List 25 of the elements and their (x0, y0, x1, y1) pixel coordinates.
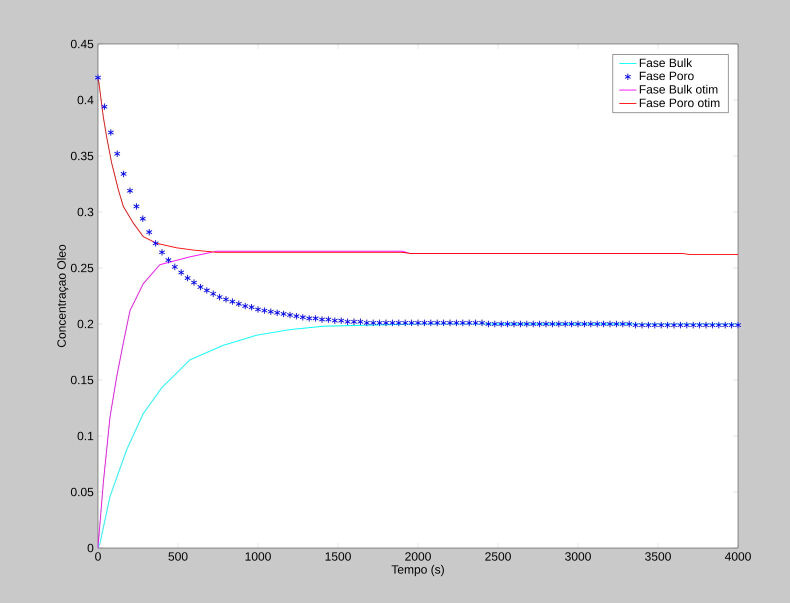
legend-label: Fase Poro (640, 72, 694, 80)
y-tick-label: 0.25 (70, 264, 94, 272)
y-tick-label: 0.05 (70, 488, 94, 496)
y-tick-label: 0.45 (70, 40, 94, 48)
x-tick-label: 500 (168, 552, 188, 561)
y-tick-label: 0.3 (78, 208, 94, 216)
x-tick-label: 1000 (246, 552, 271, 561)
y-tick-label: 0.1 (78, 432, 94, 440)
y-tick-label: 0.35 (70, 152, 94, 160)
x-tick-label: 1500 (326, 552, 351, 561)
x-tick-label: 3000 (565, 552, 591, 561)
legend-label: Fase Bulk otim (640, 84, 718, 94)
x-tick-label: 4000 (724, 552, 751, 561)
y-tick-label: 0 (88, 544, 94, 552)
x-tick-label: 2000 (405, 552, 431, 561)
x-tick-label: 0 (95, 552, 101, 561)
legend-label: Fase Bulk (640, 58, 692, 68)
legend-label: Fase Poro otim (640, 98, 720, 108)
y-tick-label: 0.15 (70, 376, 94, 384)
y-axis-title: Concentraçao Oleo (57, 244, 68, 348)
x-tick-label: 2500 (485, 552, 511, 561)
y-tick-label: 0.2 (78, 320, 94, 328)
x-tick-label: 3500 (645, 552, 671, 561)
y-tick-label: 0.4 (78, 96, 94, 104)
x-axis-title: Tempo (s) (392, 564, 444, 576)
